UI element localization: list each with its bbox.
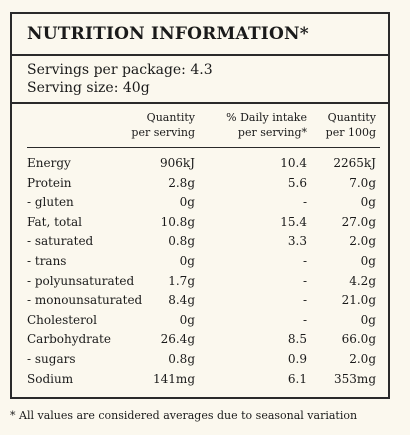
table-row: - monounsaturated 8.4g - 21.0g bbox=[12, 291, 388, 311]
nutrient-name: - saturated bbox=[27, 234, 94, 249]
panel-title: NUTRITION INFORMATION* bbox=[27, 24, 309, 44]
per-100g-value: 2265kJ bbox=[333, 156, 376, 170]
serving-size: Serving size: 40g bbox=[27, 80, 150, 96]
nutrient-name: - trans bbox=[27, 253, 67, 268]
table-row: - saturated 0.8g 3.3 2.0g bbox=[12, 232, 388, 252]
nutrient-table: Energy 906kJ 10.4 2265kJ Protein 2.8g 5.… bbox=[12, 154, 388, 389]
nutrient-name: Cholesterol bbox=[27, 312, 97, 327]
per-100g-value: 7.0g bbox=[349, 175, 376, 190]
footnote: * All values are considered averages due… bbox=[10, 409, 358, 422]
servings-divider bbox=[12, 102, 388, 104]
daily-intake-value: - bbox=[302, 293, 307, 308]
per-100g-value: 0g bbox=[360, 195, 376, 210]
servings-per-package: Servings per package: 4.3 bbox=[27, 62, 213, 78]
header-divider bbox=[27, 147, 380, 148]
per-serving-value: 0g bbox=[179, 195, 195, 210]
table-row: Carbohydrate 26.4g 8.5 66.0g bbox=[12, 330, 388, 350]
nutrient-name: Fat, total bbox=[27, 214, 82, 229]
daily-intake-value: - bbox=[302, 253, 307, 268]
nutrient-name: - monounsaturated bbox=[27, 293, 143, 308]
table-row: Sodium 141mg 6.1 353mg bbox=[12, 370, 388, 390]
daily-intake-value: 6.1 bbox=[287, 371, 307, 386]
header-quantity-per-serving: Quantity per serving bbox=[131, 110, 195, 140]
daily-intake-value: 10.4 bbox=[280, 156, 307, 170]
nutrient-name: Protein bbox=[27, 175, 72, 190]
table-row: Cholesterol 0g - 0g bbox=[12, 311, 388, 331]
table-row: Protein 2.8g 5.6 7.0g bbox=[12, 174, 388, 194]
per-serving-value: 906kJ bbox=[160, 156, 195, 170]
nutrient-name: - sugars bbox=[27, 351, 76, 366]
per-100g-value: 4.2g bbox=[349, 273, 376, 288]
per-serving-value: 1.7g bbox=[168, 273, 195, 288]
header-line: Quantity bbox=[327, 111, 376, 124]
header-daily-intake: % Daily intake per serving* bbox=[226, 110, 307, 140]
per-serving-value: 26.4g bbox=[160, 332, 195, 347]
per-100g-value: 0g bbox=[360, 312, 376, 327]
daily-intake-value: 15.4 bbox=[280, 214, 307, 229]
header-line: per serving bbox=[131, 126, 195, 139]
per-serving-value: 0g bbox=[179, 312, 195, 327]
table-row: Energy 906kJ 10.4 2265kJ bbox=[12, 154, 388, 174]
per-100g-value: 2.0g bbox=[349, 234, 376, 249]
nutrition-panel: NUTRITION INFORMATION* Servings per pack… bbox=[10, 12, 390, 399]
per-100g-value: 66.0g bbox=[341, 332, 376, 347]
nutrient-name: - gluten bbox=[27, 195, 74, 210]
title-divider bbox=[12, 54, 388, 56]
per-100g-value: 27.0g bbox=[341, 214, 376, 229]
daily-intake-value: - bbox=[302, 312, 307, 327]
per-100g-value: 353mg bbox=[334, 371, 376, 386]
per-serving-value: 0.8g bbox=[168, 234, 195, 249]
table-row: - sugars 0.8g 0.9 2.0g bbox=[12, 350, 388, 370]
per-serving-value: 2.8g bbox=[168, 175, 195, 190]
servings-info: Servings per package: 4.3 Serving size: … bbox=[27, 61, 213, 97]
header-line: per serving* bbox=[237, 126, 307, 139]
header-line: per 100g bbox=[325, 126, 376, 139]
header-line: % Daily intake bbox=[226, 111, 307, 124]
nutrient-name: Sodium bbox=[27, 371, 74, 386]
per-serving-value: 141mg bbox=[153, 371, 195, 386]
daily-intake-value: - bbox=[302, 195, 307, 210]
daily-intake-value: 5.6 bbox=[287, 175, 307, 190]
per-100g-value: 0g bbox=[360, 253, 376, 268]
per-serving-value: 10.8g bbox=[160, 214, 195, 229]
nutrient-name: Energy bbox=[27, 156, 71, 170]
per-serving-value: 0.8g bbox=[168, 351, 195, 366]
daily-intake-value: 3.3 bbox=[287, 234, 307, 249]
table-row: - trans 0g - 0g bbox=[12, 252, 388, 272]
daily-intake-value: 0.9 bbox=[287, 351, 307, 366]
per-serving-value: 0g bbox=[179, 253, 195, 268]
nutrient-name: Carbohydrate bbox=[27, 332, 111, 347]
per-100g-value: 2.0g bbox=[349, 351, 376, 366]
daily-intake-value: - bbox=[302, 273, 307, 288]
table-row: Fat, total 10.8g 15.4 27.0g bbox=[12, 213, 388, 233]
table-row: - gluten 0g - 0g bbox=[12, 193, 388, 213]
table-row: - polyunsaturated 1.7g - 4.2g bbox=[12, 272, 388, 292]
per-serving-value: 8.4g bbox=[168, 293, 195, 308]
nutrient-name: - polyunsaturated bbox=[27, 273, 135, 288]
daily-intake-value: 8.5 bbox=[287, 332, 307, 347]
per-100g-value: 21.0g bbox=[341, 293, 376, 308]
header-quantity-per-100g: Quantity per 100g bbox=[326, 110, 376, 140]
header-line: Quantity bbox=[146, 111, 195, 124]
